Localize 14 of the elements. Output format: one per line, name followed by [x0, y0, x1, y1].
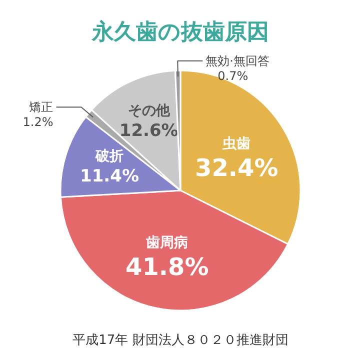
data-label: 11.4%: [80, 166, 139, 186]
data-label: 41.8%: [126, 253, 209, 282]
slice-label: 矯正: [29, 100, 54, 114]
data-label: 0.7%: [218, 68, 248, 83]
slice-label: 破折: [94, 148, 124, 164]
data-label: 32.4%: [195, 154, 278, 182]
text: 平成17年 財団法人８０２０推進財団: [72, 333, 288, 348]
slice-label: 歯周病: [145, 234, 188, 252]
slice-label: 虫歯: [222, 136, 251, 152]
chart-title: 永久歯の抜歯原因: [91, 19, 269, 45]
slice-label: その他: [128, 103, 171, 120]
data-label: 12.6%: [119, 121, 178, 142]
slice-label: 無効·無回答: [206, 54, 270, 68]
data-label: 1.2%: [22, 115, 54, 130]
